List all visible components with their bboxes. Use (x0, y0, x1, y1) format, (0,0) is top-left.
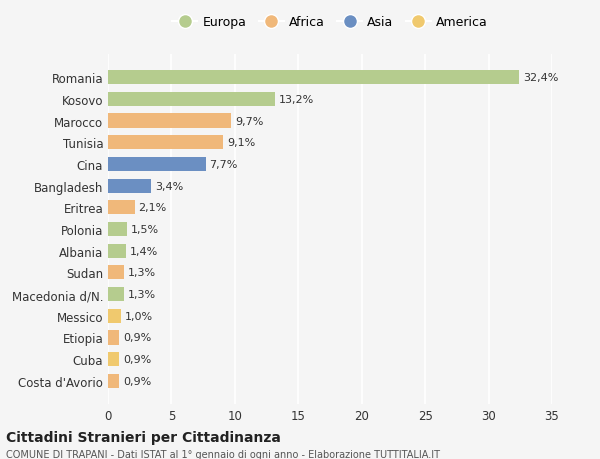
Bar (108, 179, 151, 193)
Bar (108, 309, 121, 323)
Text: 13,2%: 13,2% (279, 95, 314, 105)
Text: COMUNE DI TRAPANI - Dati ISTAT al 1° gennaio di ogni anno - Elaborazione TUTTITA: COMUNE DI TRAPANI - Dati ISTAT al 1° gen… (6, 449, 440, 459)
Text: 1,4%: 1,4% (130, 246, 158, 256)
Text: 1,3%: 1,3% (128, 268, 157, 278)
Bar (108, 157, 206, 172)
Bar (108, 374, 119, 388)
Text: 7,7%: 7,7% (209, 160, 238, 169)
Text: 0,9%: 0,9% (123, 376, 151, 386)
Bar (108, 223, 127, 236)
Text: 9,7%: 9,7% (235, 116, 263, 126)
Bar (108, 287, 124, 302)
Bar (108, 136, 223, 150)
Text: 32,4%: 32,4% (523, 73, 558, 83)
Text: 0,9%: 0,9% (123, 354, 151, 364)
Bar (108, 266, 124, 280)
Bar (108, 201, 134, 215)
Bar (108, 244, 126, 258)
Text: 1,5%: 1,5% (131, 224, 159, 235)
Bar (108, 330, 119, 345)
Text: 1,0%: 1,0% (124, 311, 152, 321)
Text: 0,9%: 0,9% (123, 333, 151, 343)
Text: 3,4%: 3,4% (155, 181, 183, 191)
Bar (108, 93, 275, 106)
Text: 9,1%: 9,1% (227, 138, 256, 148)
Bar (108, 114, 231, 129)
Legend: Europa, Africa, Asia, America: Europa, Africa, Asia, America (172, 16, 488, 29)
Bar (108, 71, 519, 85)
Bar (108, 353, 119, 366)
Text: 1,3%: 1,3% (128, 290, 157, 299)
Text: Cittadini Stranieri per Cittadinanza: Cittadini Stranieri per Cittadinanza (6, 430, 281, 444)
Text: 2,1%: 2,1% (139, 203, 167, 213)
